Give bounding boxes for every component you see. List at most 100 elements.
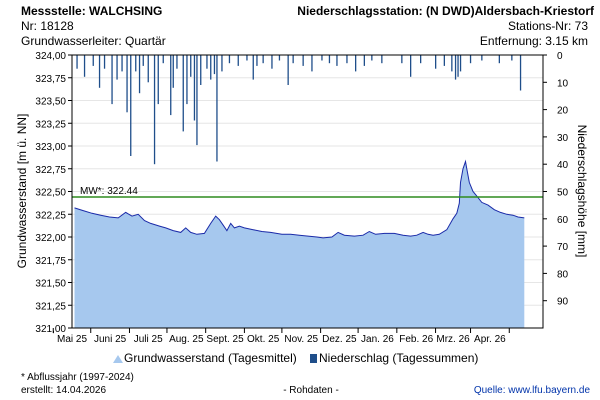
y-right-tick-label: 60 bbox=[557, 215, 569, 226]
precip-bar bbox=[311, 55, 313, 72]
precip-bar bbox=[221, 55, 223, 72]
precip-bar bbox=[103, 55, 106, 69]
precip-bar bbox=[420, 55, 422, 64]
precip-bar bbox=[206, 55, 208, 69]
groundwater-line bbox=[74, 159, 525, 239]
x-tick-label: Aug. 25 bbox=[169, 334, 204, 345]
precip-bar bbox=[157, 55, 159, 105]
precip-bar bbox=[76, 55, 78, 69]
mean-level-label: MW*: 322.44 bbox=[80, 186, 138, 197]
precip-bar bbox=[162, 55, 164, 64]
precip-bar bbox=[363, 55, 365, 66]
precip-bar bbox=[186, 55, 188, 105]
precip-bar bbox=[469, 55, 472, 64]
legend: Grundwasserstand (Tagesmittel) Niedersch… bbox=[113, 351, 478, 365]
precip-bar bbox=[336, 55, 338, 66]
legend-precip-label: Niederschlag (Tagessummen) bbox=[319, 351, 478, 365]
y-tick-label: 321,75 bbox=[35, 256, 66, 267]
precip-bar bbox=[278, 55, 281, 61]
precip-bar bbox=[371, 55, 373, 61]
y-right-tick-label: 70 bbox=[557, 242, 569, 253]
y-tick-label: 323,25 bbox=[35, 119, 66, 130]
raw-data-label: - Rohdaten - bbox=[283, 385, 339, 396]
y-tick-label: 323,50 bbox=[35, 97, 66, 108]
number-label: Nr: 18128 bbox=[21, 19, 74, 33]
legend-groundwater-label: Grundwasserstand (Tagesmittel) bbox=[124, 351, 297, 365]
precip-bar bbox=[92, 55, 94, 66]
x-tick-label: Juni 25 bbox=[94, 334, 127, 345]
y-tick-label: 321,00 bbox=[35, 324, 66, 335]
precip-bar bbox=[511, 55, 513, 61]
precip-bar bbox=[519, 55, 522, 91]
precip-bar bbox=[121, 55, 123, 72]
y-tick-label: 324,00 bbox=[35, 51, 66, 62]
groundwater-area bbox=[74, 159, 525, 328]
precip-bar bbox=[83, 55, 86, 77]
y-tick-label: 322,75 bbox=[35, 165, 66, 176]
groundwater-area-fill bbox=[74, 161, 525, 328]
x-tick-label: Sept. 25 bbox=[206, 334, 244, 345]
y-right-tick-label: 40 bbox=[557, 160, 569, 171]
y-right-tick-label: 0 bbox=[557, 51, 563, 62]
y-tick-label: 322,00 bbox=[35, 233, 66, 244]
precip-bar bbox=[355, 55, 357, 72]
precip-bar bbox=[287, 55, 289, 85]
precip-bar bbox=[252, 55, 254, 80]
precip-bar bbox=[228, 55, 231, 64]
precip-bar bbox=[237, 55, 239, 66]
x-tick-label: Mrz. 26 bbox=[436, 334, 470, 345]
distance-label: Entfernung: 3.15 km bbox=[480, 34, 588, 48]
y-tick-label: 323,75 bbox=[35, 74, 66, 85]
x-tick-label: Dez. 25 bbox=[322, 334, 357, 345]
precip-bar bbox=[190, 55, 192, 77]
precip-bar bbox=[111, 55, 113, 105]
precip-bar bbox=[262, 55, 264, 64]
y-right-tick-label: 80 bbox=[557, 269, 569, 280]
y-tick-label: 323,00 bbox=[35, 142, 66, 153]
precip-bar bbox=[481, 55, 483, 61]
legend-groundwater-marker bbox=[113, 355, 123, 363]
precip-bar bbox=[213, 55, 216, 75]
precip-bar bbox=[328, 55, 331, 64]
x-tick-label: Jan. 26 bbox=[361, 334, 394, 345]
precip-bar bbox=[292, 55, 294, 64]
rain-station-label: Niederschlagsstation: (N DWD)Aldersbach-… bbox=[297, 4, 595, 18]
legend-precip-marker bbox=[310, 354, 317, 363]
y-axis-title-right: Niederschlagshöhe [mm] bbox=[575, 125, 589, 258]
created-date: erstellt: 14.04.2026 bbox=[21, 385, 106, 396]
precip-bar bbox=[346, 55, 348, 64]
x-tick-label: Nov. 25 bbox=[284, 334, 318, 345]
precip-bar bbox=[176, 55, 178, 69]
footnote: * Abflussjahr (1997-2024) bbox=[21, 372, 134, 383]
precip-bar bbox=[135, 55, 137, 72]
y-right-tick-label: 50 bbox=[557, 188, 569, 199]
y-right-tick-label: 30 bbox=[557, 133, 569, 144]
precip-bar bbox=[410, 55, 412, 77]
precip-bar bbox=[153, 55, 156, 165]
precip-bar bbox=[193, 55, 196, 121]
precip-bar bbox=[271, 55, 273, 69]
precip-bar bbox=[147, 55, 149, 83]
precip-bar bbox=[302, 55, 304, 66]
precip-bar bbox=[170, 55, 172, 116]
y-tick-label: 321,25 bbox=[35, 301, 66, 312]
precip-bar bbox=[498, 55, 500, 64]
precip-bar bbox=[459, 55, 462, 72]
precip-bar bbox=[210, 55, 212, 80]
precip-bar bbox=[457, 55, 459, 77]
precip-bar bbox=[246, 55, 248, 61]
precip-bar bbox=[172, 55, 174, 88]
y-axis-title-left: Grundwasserstand [m ü. NN] bbox=[15, 114, 29, 269]
precip-bar bbox=[116, 55, 118, 80]
x-tick-label: Okt. 25 bbox=[247, 334, 280, 345]
precip-bar bbox=[130, 55, 132, 156]
precip-bar bbox=[381, 55, 383, 64]
y-right-tick-label: 10 bbox=[557, 78, 569, 89]
y-tick-label: 322,50 bbox=[35, 188, 66, 199]
source-link[interactable]: Quelle: www.lfu.bayern.de bbox=[474, 385, 591, 396]
aquifer-label: Grundwasserleiter: Quartär bbox=[21, 34, 166, 48]
x-tick-label: Mai 25 bbox=[57, 334, 87, 345]
y-tick-label: 321,50 bbox=[35, 279, 66, 290]
x-tick-label: Juli 25 bbox=[134, 334, 163, 345]
